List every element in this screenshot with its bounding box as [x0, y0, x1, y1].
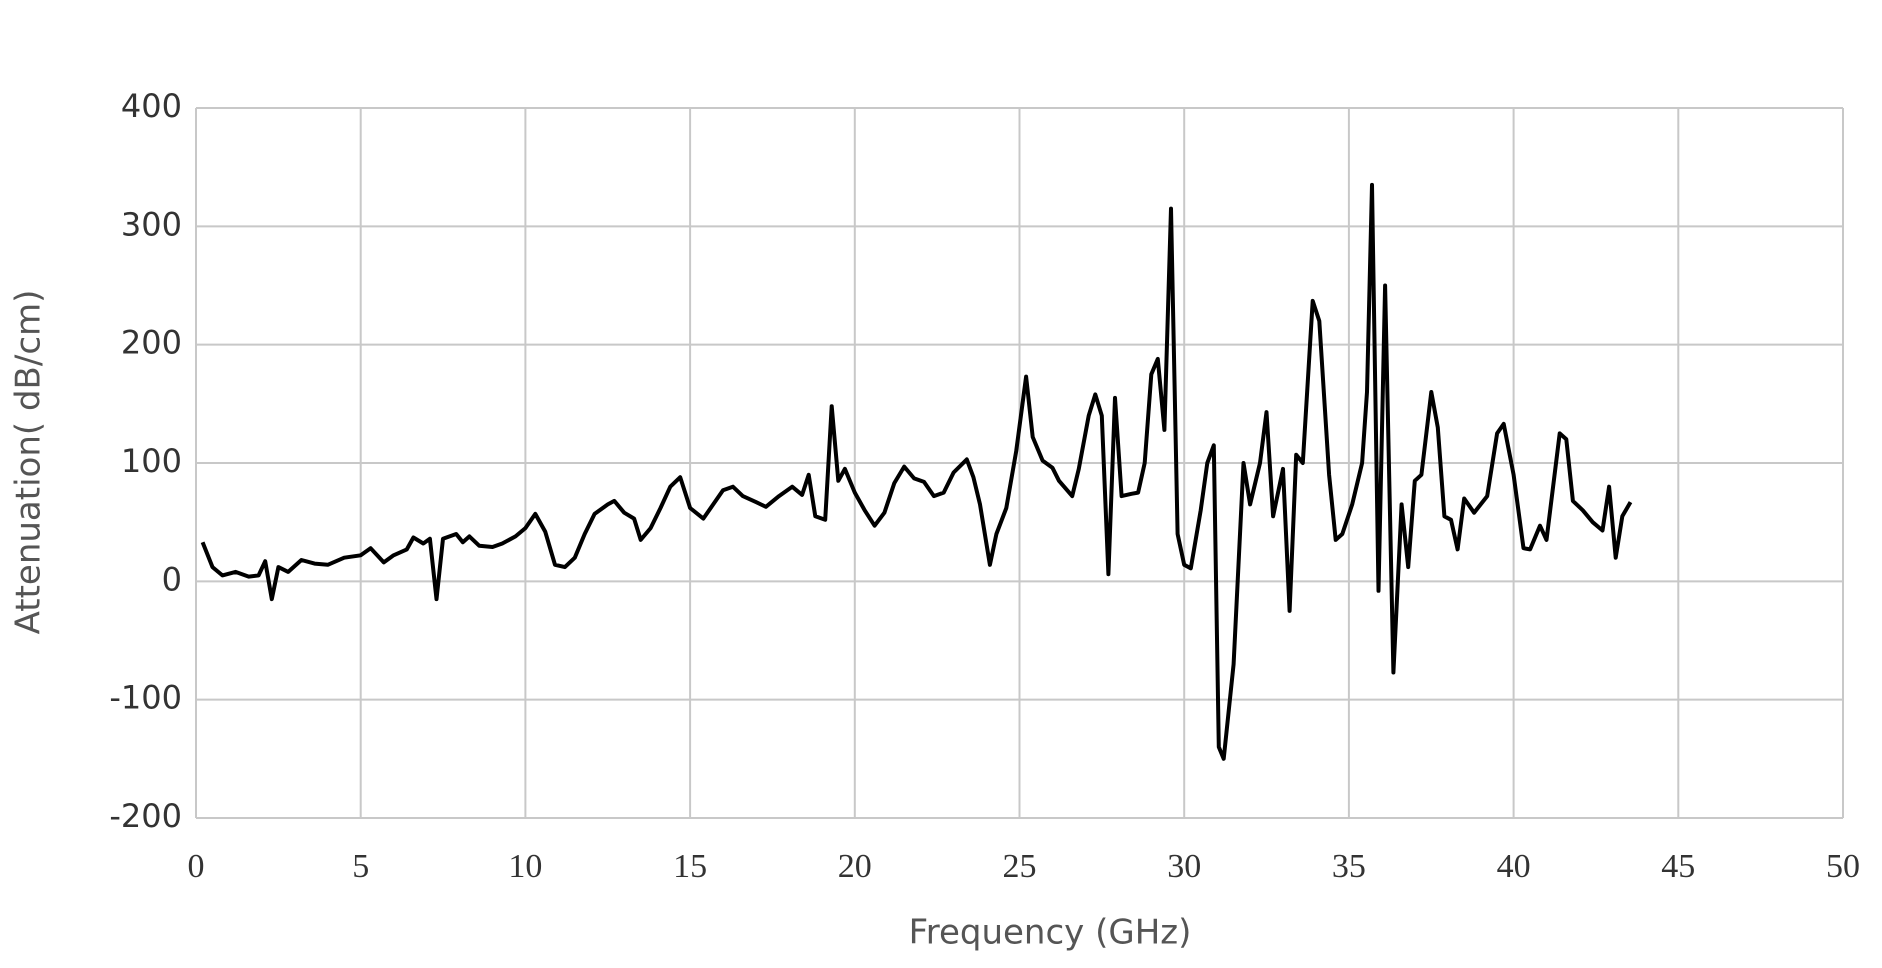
x-tick-label: 30: [1167, 848, 1201, 885]
x-tick-label: 25: [1003, 848, 1037, 885]
y-tick-label: 300: [121, 205, 182, 243]
y-tick-label: 400: [121, 87, 182, 125]
x-tick-label: 40: [1497, 848, 1531, 885]
x-axis-title: Frequency (GHz): [909, 913, 1192, 953]
x-tick-label: 5: [352, 848, 369, 885]
x-tick-label: 10: [508, 848, 542, 885]
y-tick-label: -100: [109, 679, 182, 717]
y-tick-label: -200: [109, 797, 182, 835]
y-axis-title: Attenuation( dB/cm): [9, 290, 49, 635]
x-tick-label: 50: [1826, 848, 1860, 885]
x-tick-label: 0: [188, 848, 205, 885]
y-tick-label: 100: [121, 442, 182, 480]
x-tick-label: 35: [1332, 848, 1366, 885]
x-tick-label: 20: [838, 848, 872, 885]
x-tick-label: 45: [1661, 848, 1695, 885]
y-tick-label: 0: [162, 560, 182, 598]
x-tick-label: 15: [673, 848, 707, 885]
data-line: [200, 182, 1633, 761]
y-tick-label: 200: [121, 324, 182, 362]
